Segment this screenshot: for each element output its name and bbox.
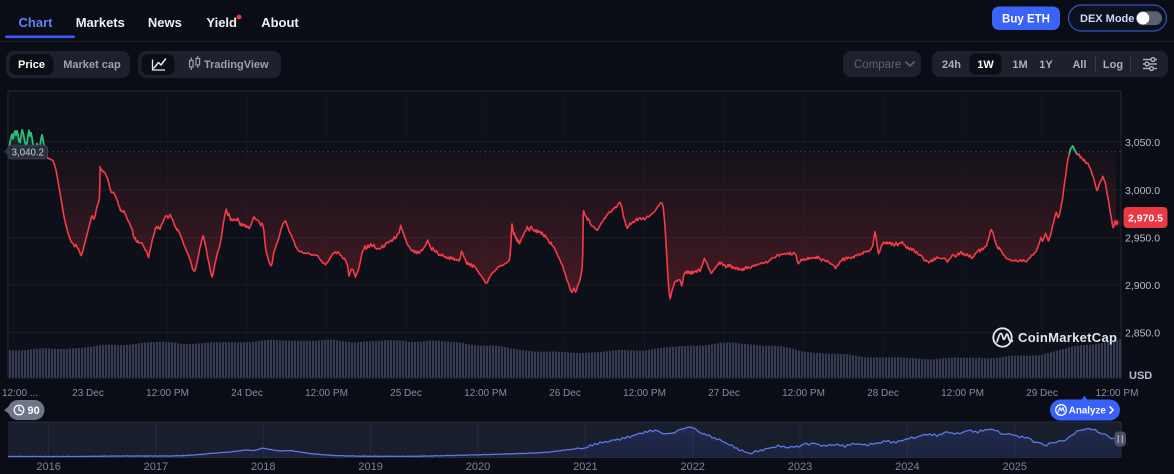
svg-text:2016: 2016 [36,461,60,473]
svg-text:1W: 1W [977,59,994,71]
svg-text:24 Dec: 24 Dec [231,388,263,399]
svg-text:12:00 PM: 12:00 PM [782,388,825,399]
svg-text:Compare: Compare [854,59,901,71]
svg-text:27 Dec: 27 Dec [708,388,740,399]
svg-text:TradingView: TradingView [204,59,269,71]
svg-text:2017: 2017 [144,461,168,473]
svg-text:2022: 2022 [680,461,704,473]
svg-text:Markets: Markets [76,15,125,30]
svg-text:12:00 PM: 12:00 PM [464,388,507,399]
svg-text:2,950.0: 2,950.0 [1125,233,1160,245]
svg-text:Market cap: Market cap [63,59,121,71]
svg-text:12:00 PM: 12:00 PM [623,388,666,399]
svg-text:CoinMarketCap: CoinMarketCap [1018,330,1117,345]
svg-text:3,000.0: 3,000.0 [1125,185,1160,197]
svg-text:2,850.0: 2,850.0 [1125,328,1160,340]
svg-text:2,900.0: 2,900.0 [1125,280,1160,292]
svg-text:2020: 2020 [466,461,490,473]
svg-text:26 Dec: 26 Dec [549,388,581,399]
svg-text:12:00 PM: 12:00 PM [941,388,984,399]
svg-text:2023: 2023 [788,461,812,473]
svg-text:28 Dec: 28 Dec [867,388,899,399]
svg-text:12:00 ...: 12:00 ... [2,388,38,399]
svg-text:25 Dec: 25 Dec [390,388,422,399]
svg-text:1Y: 1Y [1039,59,1053,71]
svg-text:12:00 PM: 12:00 PM [1096,388,1139,399]
svg-text:2,970.5: 2,970.5 [1128,213,1163,225]
svg-text:2018: 2018 [251,461,275,473]
svg-text:2019: 2019 [358,461,382,473]
svg-text:3,050.0: 3,050.0 [1125,137,1160,149]
svg-text:Buy ETH: Buy ETH [1002,13,1050,25]
svg-text:Chart: Chart [19,15,54,30]
svg-text:29 Dec: 29 Dec [1026,388,1058,399]
svg-text:12:00 PM: 12:00 PM [305,388,348,399]
svg-text:Log: Log [1103,59,1123,71]
svg-text:2025: 2025 [1003,461,1027,473]
svg-text:Price: Price [18,59,45,71]
svg-text:24h: 24h [942,59,961,71]
svg-text:12:00 PM: 12:00 PM [146,388,189,399]
svg-text:2024: 2024 [895,461,919,473]
svg-text:Yield: Yield [206,15,237,30]
svg-text:23 Dec: 23 Dec [72,388,104,399]
svg-text:Analyze: Analyze [1069,406,1107,417]
svg-text:About: About [261,15,299,30]
svg-text:1M: 1M [1012,59,1027,71]
svg-text:All: All [1072,59,1086,71]
svg-text:News: News [148,15,182,30]
svg-text:90: 90 [28,405,40,417]
svg-text:DEX Mode: DEX Mode [1080,13,1134,25]
svg-text:2021: 2021 [573,461,597,473]
svg-text:USD: USD [1129,370,1152,382]
svg-text:3,040.2: 3,040.2 [12,148,44,159]
